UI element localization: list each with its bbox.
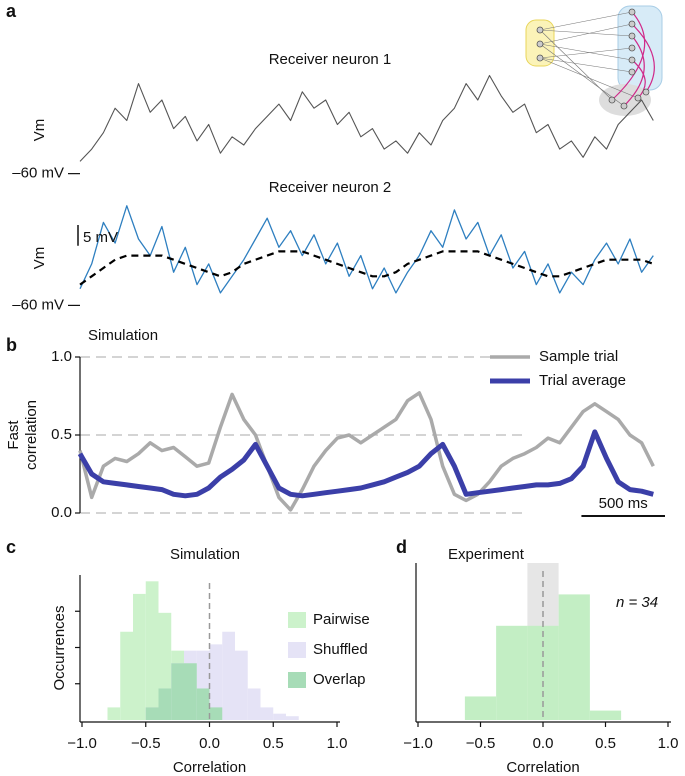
trace xyxy=(78,391,655,512)
trace xyxy=(79,250,654,286)
receiver-cluster xyxy=(599,84,651,116)
bar xyxy=(222,631,235,720)
chart-title: Simulation xyxy=(88,327,158,344)
overlap-bar xyxy=(171,663,184,720)
overlap-bar xyxy=(196,688,210,720)
panel-label: b xyxy=(6,335,17,355)
legend-swatch xyxy=(288,672,306,688)
bar xyxy=(209,644,223,720)
x-tick-label: −1.0 xyxy=(403,735,433,752)
bar xyxy=(260,707,274,720)
panel-label: c xyxy=(6,537,16,557)
y-axis-label: Occurrences xyxy=(51,605,68,690)
network-inset xyxy=(525,5,663,116)
bar xyxy=(496,625,528,720)
annotation: n = 34 xyxy=(616,594,658,611)
synapses xyxy=(611,11,655,107)
x-tick-label: 0.5 xyxy=(595,735,616,752)
trace xyxy=(79,205,654,294)
bar xyxy=(133,593,146,720)
bar xyxy=(273,713,286,720)
neurons xyxy=(536,8,650,110)
overlap-bar xyxy=(184,663,197,720)
x-tick-label: 0.0 xyxy=(533,735,554,752)
bar xyxy=(107,707,121,720)
y-axis-label: correlation xyxy=(23,400,40,470)
legend-label: Overlap xyxy=(313,671,366,688)
legend-swatch xyxy=(288,642,306,658)
x-axis-label: Correlation xyxy=(173,759,246,776)
x-tick-label: 1.0 xyxy=(658,735,679,752)
legend-swatch xyxy=(288,612,306,628)
bar xyxy=(235,650,248,720)
bar xyxy=(558,594,590,720)
y-axis-label: Vm xyxy=(31,119,48,142)
chart-title: Simulation xyxy=(170,546,240,563)
scale-bar-label: 500 ms xyxy=(599,495,648,512)
x-tick-label: −1.0 xyxy=(67,735,97,752)
x-tick-label: 1.0 xyxy=(327,735,348,752)
overlap-bar xyxy=(209,707,223,720)
chart-title: Receiver neuron 1 xyxy=(269,51,392,68)
y-tick-label: 1.0 xyxy=(51,348,72,365)
panel-label: a xyxy=(6,1,17,21)
y-tick-label: 0.5 xyxy=(51,426,72,443)
panel-label: d xyxy=(396,537,407,557)
connections xyxy=(539,11,639,107)
y-tick-label: –60 mV xyxy=(12,296,64,313)
legend-label: Shuffled xyxy=(313,641,368,658)
bar xyxy=(145,581,159,720)
trace xyxy=(77,429,654,499)
x-axis-label: Correlation xyxy=(506,759,579,776)
bar xyxy=(247,688,261,720)
y-tick-label: 0.0 xyxy=(51,504,72,521)
chart-title: Experiment xyxy=(448,546,525,563)
chart-title: Receiver neuron 2 xyxy=(269,179,392,196)
x-tick-label: 0.0 xyxy=(199,735,220,752)
x-tick-label: −0.5 xyxy=(131,735,161,752)
bar xyxy=(589,710,622,720)
y-tick-label: –60 mV xyxy=(12,165,64,182)
legend-label: Trial average xyxy=(539,372,626,389)
bar xyxy=(120,631,133,720)
x-tick-label: −0.5 xyxy=(466,735,496,752)
trace xyxy=(79,74,654,162)
bar xyxy=(464,696,497,720)
legend-label: Sample trial xyxy=(539,348,618,365)
x-tick-label: 0.5 xyxy=(263,735,284,752)
y-axis-label: Fast xyxy=(5,420,22,450)
scale-bar-label: 5 mV xyxy=(83,229,118,246)
bar xyxy=(286,716,299,720)
y-axis-label: Vm xyxy=(31,247,48,270)
overlap-bar xyxy=(158,688,172,720)
overlap-bar xyxy=(145,707,159,720)
legend-label: Pairwise xyxy=(313,611,370,628)
